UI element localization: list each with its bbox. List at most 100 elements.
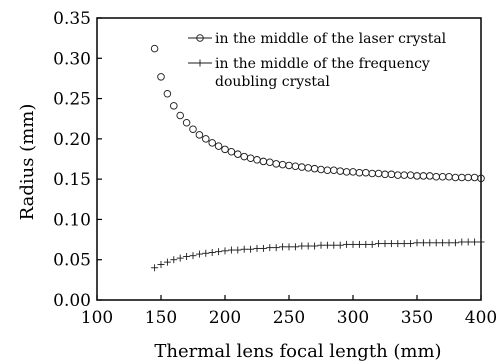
axis-ticks: 100 150 200 250 300 350 400 0.00 0.05 0.10 0.15 0.2… — [53, 9, 497, 328]
data-point — [400, 240, 408, 248]
data-point — [317, 165, 325, 174]
data-point — [298, 242, 306, 250]
data-point — [387, 240, 395, 248]
data-point — [304, 164, 312, 172]
data-point — [163, 258, 171, 266]
x-tick-label: 250 — [273, 308, 305, 328]
data-point — [272, 160, 280, 168]
data-point — [189, 252, 197, 260]
data-point — [394, 240, 402, 248]
legend-circle-marker — [196, 34, 204, 42]
data-point — [240, 245, 248, 253]
data-point — [246, 154, 255, 162]
data-point — [272, 244, 280, 252]
data-point — [285, 243, 293, 251]
y-axis-title: Radius (mm) — [17, 104, 38, 221]
data-point — [182, 118, 191, 127]
data-point — [464, 173, 472, 182]
data-point — [183, 252, 191, 260]
data-point — [304, 242, 312, 250]
data-point — [279, 243, 287, 251]
y-tick-label: 0.00 — [53, 291, 91, 311]
legend-plus-marker — [196, 59, 204, 67]
data-point — [438, 172, 447, 181]
data-point — [407, 240, 415, 248]
data-point — [342, 168, 351, 176]
data-point — [189, 125, 197, 133]
data-point — [208, 248, 216, 256]
y-tick-label: 0.10 — [53, 210, 91, 230]
data-point — [458, 238, 466, 246]
data-point — [368, 169, 376, 178]
y-tick-label: 0.25 — [53, 90, 91, 110]
data-point — [317, 241, 325, 249]
data-point — [381, 240, 389, 248]
x-tick-label: 350 — [401, 308, 433, 328]
data-point — [419, 172, 428, 180]
data-point — [426, 239, 434, 247]
data-point — [445, 239, 453, 247]
data-point — [323, 241, 331, 249]
series-doubling-crystal — [151, 238, 485, 272]
data-point — [253, 244, 261, 252]
x-tick-label: 150 — [145, 308, 177, 328]
x-tick-label: 100 — [81, 308, 113, 328]
data-point — [458, 173, 466, 182]
data-point — [477, 174, 485, 183]
data-point — [406, 171, 415, 179]
data-point — [195, 131, 204, 139]
data-point — [298, 163, 306, 171]
y-tick-label: 0.35 — [53, 9, 91, 29]
data-point — [311, 242, 319, 250]
data-point — [330, 166, 338, 175]
data-point — [310, 164, 319, 173]
data-point — [374, 169, 383, 178]
data-point — [400, 171, 408, 179]
data-point — [247, 245, 255, 253]
data-point — [336, 241, 344, 249]
data-point — [291, 243, 299, 251]
legend-label: in the middle of the frequency — [215, 56, 430, 72]
data-point — [349, 240, 357, 248]
data-point — [151, 264, 159, 272]
data-point — [381, 170, 389, 179]
data-point — [266, 158, 274, 166]
data-point — [163, 89, 172, 98]
data-point — [477, 238, 485, 246]
data-point — [157, 73, 165, 81]
data-point — [362, 240, 370, 248]
data-point — [291, 162, 300, 171]
data-point — [227, 246, 235, 254]
legend: in the middle of the laser crystal in the… — [188, 31, 447, 90]
data-point — [208, 139, 216, 147]
data-point — [170, 102, 178, 110]
data-point — [202, 135, 210, 143]
data-point — [240, 152, 248, 161]
data-point — [471, 238, 479, 246]
legend-entry-doubling-crystal: in the middle of the frequency doubling c… — [188, 56, 430, 90]
data-point — [234, 246, 242, 254]
data-point — [394, 171, 402, 179]
data-point — [432, 239, 440, 247]
data-point — [432, 172, 440, 181]
data-point — [195, 250, 203, 258]
data-point — [266, 244, 274, 252]
y-tick-label: 0.05 — [53, 251, 91, 271]
data-point — [259, 244, 267, 252]
x-tick-label: 200 — [209, 308, 241, 328]
data-point — [419, 239, 427, 247]
data-point — [215, 248, 223, 256]
data-point — [375, 240, 383, 248]
data-point — [221, 247, 229, 255]
x-tick-label: 300 — [337, 308, 369, 328]
data-point — [323, 166, 332, 175]
data-point — [387, 170, 396, 179]
data-point — [355, 240, 363, 248]
data-point — [413, 172, 421, 180]
data-point — [439, 239, 447, 247]
series-laser-crystal — [150, 44, 485, 183]
data-point — [426, 172, 434, 180]
chart-marks — [150, 44, 485, 272]
data-point — [336, 167, 344, 175]
